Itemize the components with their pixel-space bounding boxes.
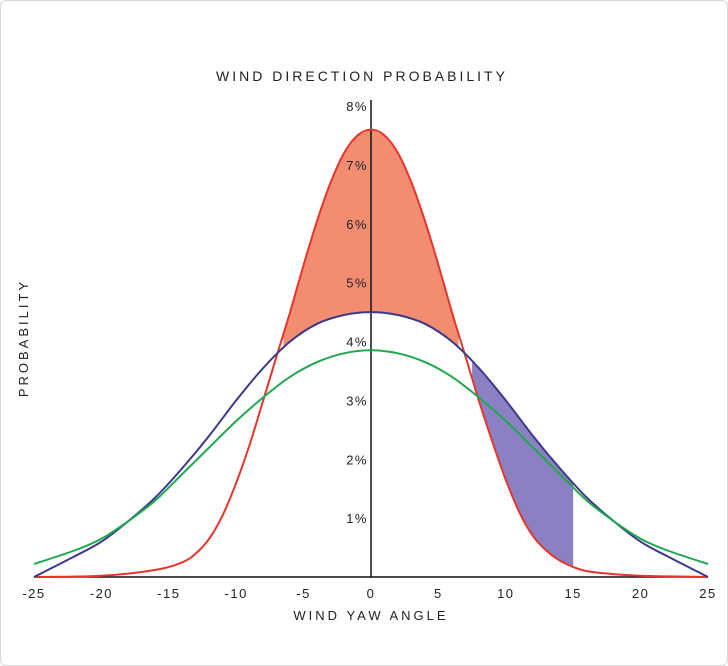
y-tick-label: 5%: [346, 276, 368, 291]
shaded-region-1: [472, 361, 574, 567]
x-tick-label: 25: [699, 586, 716, 601]
x-tick-label: 5: [434, 586, 443, 601]
y-tick-label: 2%: [346, 452, 368, 467]
y-tick-label: 4%: [346, 335, 368, 350]
x-tick-label: -10: [225, 586, 248, 601]
y-tick-label: 7%: [346, 158, 368, 173]
x-tick-label: -20: [90, 586, 113, 601]
x-tick-labels: -25 -20 -15 -10 -5 0 5 10 15 20 25: [22, 586, 716, 601]
x-tick-label: -25: [22, 586, 45, 601]
series-lines: [33, 128, 709, 578]
chart-title: WIND DIRECTION PROBABILITY: [216, 68, 508, 84]
x-tick-label: 15: [564, 586, 581, 601]
y-axis-label: PROBABILITY: [16, 279, 31, 397]
x-tick-label: 10: [497, 586, 514, 601]
y-tick-label: 1%: [346, 511, 368, 526]
series-line-1: [33, 311, 709, 578]
x-axis-label: WIND YAW ANGLE: [293, 608, 448, 623]
x-tick-label: 20: [632, 586, 649, 601]
series-line-2: [33, 349, 709, 565]
y-tick-label: 3%: [346, 393, 368, 408]
x-tick-label: -5: [296, 586, 311, 601]
y-tick-label: 6%: [346, 217, 368, 232]
axes: [34, 100, 708, 578]
x-tick-label: 0: [367, 586, 376, 601]
y-tick-label: 8%: [346, 99, 368, 114]
series-line-0: [33, 128, 709, 578]
y-tick-labels: 1% 2% 3% 4% 5% 6% 7% 8%: [346, 99, 368, 526]
x-tick-label: -15: [157, 586, 180, 601]
